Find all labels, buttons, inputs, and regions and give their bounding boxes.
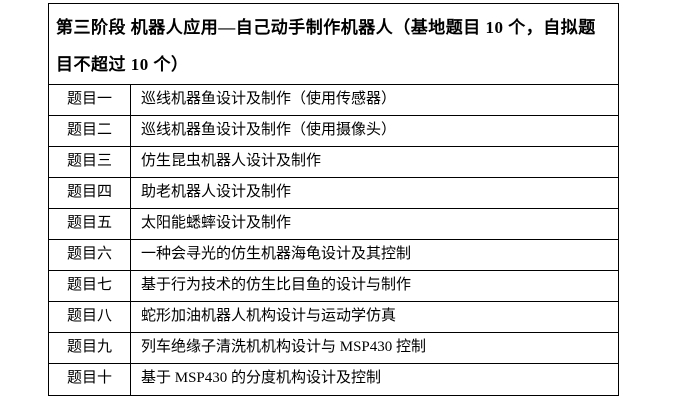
table-row: 题目三 仿生昆虫机器人设计及制作: [49, 147, 618, 178]
topic-title: 巡线机器鱼设计及制作（使用摄像头）: [141, 122, 397, 138]
topic-label: 题目三: [49, 147, 131, 177]
topic-label: 题目七: [49, 271, 131, 301]
topic-title: 一种会寻光的仿生机器海龟设计及其控制: [141, 246, 412, 262]
table-row: 题目四 助老机器人设计及制作: [49, 178, 618, 209]
topic-label: 题目八: [49, 302, 131, 332]
topic-title: 列车绝缘子清洗机机构设计与 MSP430 控制: [141, 339, 427, 355]
topic-title: 基于 MSP430 的分度机构设计及控制: [141, 370, 382, 386]
topic-label: 题目二: [49, 116, 131, 146]
table-row: 题目九 列车绝缘子清洗机机构设计与 MSP430 控制: [49, 333, 618, 364]
table-row: 题目七 基于行为技术的仿生比目鱼的设计与制作: [49, 271, 618, 302]
table-row: 题目一 巡线机器鱼设计及制作（使用传感器）: [49, 85, 618, 116]
table-row: 题目十 基于 MSP430 的分度机构设计及控制: [49, 364, 618, 395]
topic-label: 题目九: [49, 333, 131, 363]
topic-label: 题目一: [49, 85, 131, 115]
table-body: 题目一 巡线机器鱼设计及制作（使用传感器） 题目二 巡线机器鱼设计及制作（使用摄…: [49, 85, 618, 395]
table-header: 第三阶段 机器人应用—自己动手制作机器人（基地题目 10 个，自拟题目不超过 1…: [49, 4, 618, 85]
topic-label: 题目十: [49, 364, 131, 395]
table-row: 题目六 一种会寻光的仿生机器海龟设计及其控制: [49, 240, 618, 271]
topic-label: 题目六: [49, 240, 131, 270]
topic-title: 巡线机器鱼设计及制作（使用传感器）: [141, 91, 397, 107]
topic-title: 太阳能蟋蟀设计及制作: [141, 215, 292, 231]
topic-title: 蛇形加油机器人机构设计与运动学仿真: [141, 308, 397, 324]
topic-title: 助老机器人设计及制作: [141, 184, 292, 200]
topic-title: 仿生昆虫机器人设计及制作: [141, 153, 322, 169]
table-row: 题目八 蛇形加油机器人机构设计与运动学仿真: [49, 302, 618, 333]
table-row: 题目二 巡线机器鱼设计及制作（使用摄像头）: [49, 116, 618, 147]
topics-table: 第三阶段 机器人应用—自己动手制作机器人（基地题目 10 个，自拟题目不超过 1…: [48, 3, 619, 396]
topic-label: 题目五: [49, 209, 131, 239]
topic-title: 基于行为技术的仿生比目鱼的设计与制作: [141, 277, 412, 293]
table-row: 题目五 太阳能蟋蟀设计及制作: [49, 209, 618, 240]
topic-label: 题目四: [49, 178, 131, 208]
